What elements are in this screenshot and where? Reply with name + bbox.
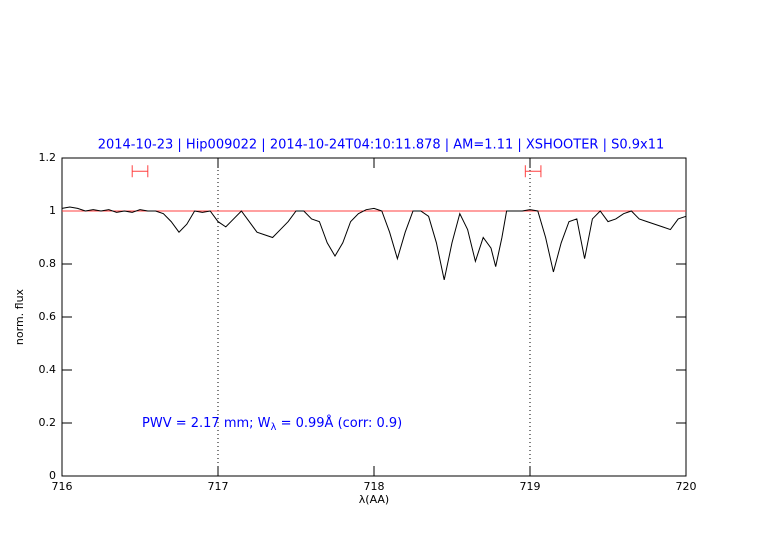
- y-tick-label: 0.6: [39, 310, 57, 323]
- y-tick-label: 0.4: [39, 363, 57, 376]
- annotation: PWV = 2.17 mm; Wλ = 0.99Å (corr: 0.9): [142, 415, 402, 434]
- x-tick-label: 719: [520, 480, 541, 493]
- spectrum-line: [61, 206, 687, 281]
- annotation-sub: λ: [271, 422, 277, 433]
- y-tick-label: 0: [49, 469, 56, 482]
- x-tick-label: 717: [208, 480, 229, 493]
- chart-title: 2014-10-23 | Hip009022 | 2014-10-24T04:1…: [98, 138, 665, 153]
- y-tick-label: 0.8: [39, 257, 57, 270]
- x-axis-label: λ(AA): [359, 493, 389, 506]
- annotation-main: PWV = 2.17 mm; W: [142, 416, 271, 431]
- y-axis-label: norm. flux: [13, 288, 26, 345]
- x-tick-label: 720: [676, 480, 697, 493]
- x-tick-label: 716: [52, 480, 73, 493]
- y-tick-label: 1: [49, 204, 56, 217]
- y-tick-label: 0.2: [39, 416, 57, 429]
- y-tick-label: 1.2: [39, 151, 57, 164]
- x-tick-label: 718: [364, 480, 385, 493]
- annotation-rest: = 0.99Å (corr: 0.9): [276, 415, 402, 431]
